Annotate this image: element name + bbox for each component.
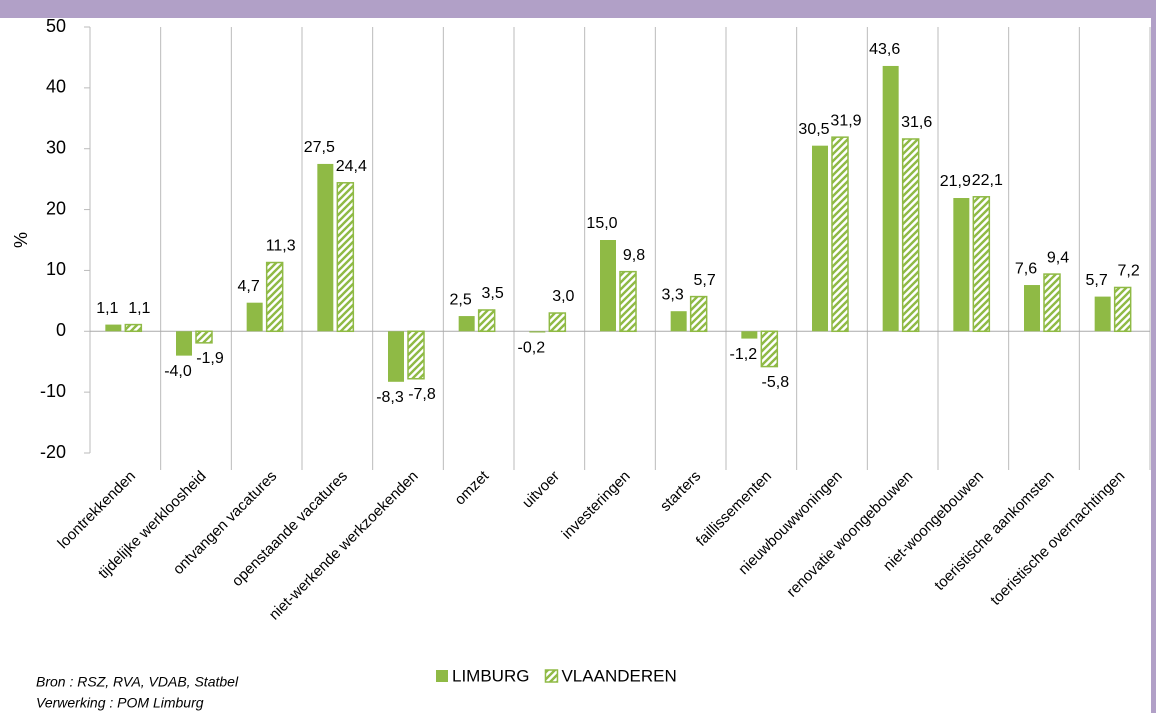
data-label: -8,3 [376, 389, 404, 406]
data-label: 4,7 [238, 278, 260, 295]
bar [195, 330, 213, 344]
bar [1094, 296, 1111, 332]
x-tick-label: toeristische overnachtingen [987, 468, 1128, 609]
data-label: 3,0 [552, 288, 574, 305]
bar [548, 312, 567, 333]
bar [1043, 273, 1061, 333]
data-label: 2,5 [450, 291, 472, 308]
bar [176, 331, 192, 356]
y-axis-label: % [11, 232, 31, 248]
bar [477, 309, 496, 333]
data-label: 9,8 [623, 247, 645, 264]
bar [458, 316, 475, 332]
data-label: -0,2 [518, 340, 546, 357]
bar [619, 270, 637, 333]
bar [901, 138, 920, 333]
bar [317, 163, 334, 332]
data-label: -4,0 [164, 363, 192, 380]
x-tick-label: openstaande vacatures [229, 468, 351, 590]
bar [407, 330, 425, 380]
x-tick-label: niet-werkende werkzoekenden [266, 468, 422, 624]
y-tick-label: 20 [46, 198, 66, 218]
data-label: -7,8 [408, 386, 436, 403]
bar [812, 145, 828, 332]
data-label: 7,6 [1015, 260, 1037, 277]
bar [689, 295, 708, 333]
bar [265, 261, 284, 333]
y-tick-label: 30 [46, 137, 66, 157]
y-tick-label: 50 [46, 16, 66, 36]
bar [529, 331, 546, 333]
data-label: 21,9 [940, 173, 971, 190]
data-label: 3,5 [482, 285, 504, 302]
data-label: 9,4 [1047, 249, 1069, 266]
x-tick-label: omzet [451, 467, 492, 508]
top-band [0, 0, 1156, 18]
data-label: 27,5 [304, 139, 335, 156]
bar [1024, 285, 1040, 332]
legend-swatch [436, 670, 448, 682]
data-label: 31,9 [830, 112, 861, 129]
x-tick-label: investeringen [559, 468, 634, 543]
bar [882, 65, 899, 332]
data-label: 7,2 [1118, 263, 1140, 280]
data-label: 15,0 [586, 215, 617, 232]
data-label: 1,1 [96, 300, 118, 317]
bar [972, 196, 991, 333]
bar [831, 136, 849, 333]
x-tick-label: toeristische aankomsten [931, 468, 1057, 594]
data-label: -1,9 [196, 350, 224, 367]
data-label: 24,4 [336, 158, 367, 175]
data-label: -1,2 [730, 346, 758, 363]
legend-swatch [544, 669, 559, 683]
data-label: 11,3 [266, 238, 296, 255]
y-tick-label: 10 [46, 259, 66, 279]
y-tick-label: -10 [40, 381, 66, 401]
note: Bron : RSZ, RVA, VDAB, Statbel [36, 674, 239, 690]
bar [741, 331, 758, 339]
bar [246, 302, 263, 332]
y-tick-label: 40 [46, 77, 66, 97]
data-label: 31,6 [901, 114, 932, 131]
legend-label: VLAANDEREN [561, 666, 676, 685]
x-tick-label: uitvoer [519, 468, 563, 512]
bar [760, 330, 779, 368]
legend-label: LIMBURG [452, 666, 529, 685]
bar [600, 240, 616, 332]
data-label: 5,7 [694, 272, 716, 289]
bar [1113, 286, 1132, 333]
bar [388, 331, 404, 382]
bar [670, 311, 687, 332]
y-tick-label: 0 [56, 320, 66, 340]
x-tick-label: renovatie woongebouwen [783, 468, 916, 601]
y-tick-label: -20 [40, 442, 66, 462]
x-tick-label: starters [657, 468, 704, 515]
data-label: 30,5 [798, 121, 829, 138]
data-label: -5,8 [762, 374, 790, 391]
data-label: 5,7 [1086, 272, 1108, 289]
right-band [1151, 0, 1156, 713]
data-label: 3,3 [662, 286, 684, 303]
bar [124, 323, 143, 333]
bar [105, 324, 122, 332]
bar [336, 182, 355, 333]
note: Verwerking : POM Limburg [36, 695, 204, 711]
bar [953, 198, 970, 332]
data-label: 43,6 [869, 41, 900, 58]
data-label: 1,1 [128, 300, 150, 317]
data-label: 22,1 [972, 172, 1003, 189]
